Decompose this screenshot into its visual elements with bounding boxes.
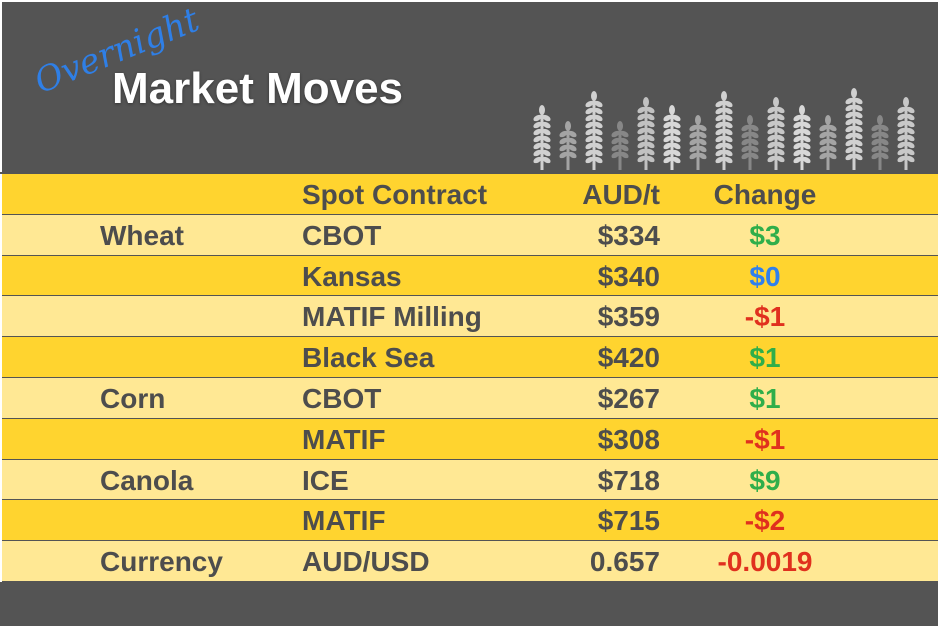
wheat-stalk-icon [663, 105, 681, 170]
table-row: Currency AUD/USD 0.657 -0.0019 [2, 541, 938, 581]
contract-cell: AUD/USD [302, 546, 430, 578]
price-cell: $334 [597, 219, 660, 251]
contract-cell: ICE [302, 464, 349, 496]
price-cell: $715 [597, 505, 660, 537]
change-cell: $3 [749, 219, 781, 251]
wheat-stalk-icon [845, 88, 863, 170]
price-cell: 0.657 [589, 546, 660, 578]
table-row: Wheat CBOT $334 $3 [2, 214, 938, 255]
wheat-stalk-icon [533, 105, 551, 170]
commodity-cell: Currency [100, 546, 223, 578]
price-cell: $359 [597, 301, 660, 333]
contract-cell: CBOT [302, 219, 382, 251]
contract-cell: MATIF Milling [302, 301, 482, 333]
wheat-stalk-icon [819, 115, 837, 170]
wheat-stalk-icon [611, 121, 629, 170]
change-cell: $0 [749, 260, 781, 292]
change-cell: -$1 [744, 423, 786, 455]
wheat-stalk-icon [585, 91, 603, 170]
table-row: MATIF Milling $359 -$1 [2, 296, 938, 337]
column-header-contract: Spot Contract [302, 179, 488, 210]
price-cell: $340 [597, 260, 660, 292]
wheat-stalk-icon [767, 97, 785, 170]
wheat-stalk-icon [689, 115, 707, 170]
price-cell: $718 [597, 464, 660, 496]
change-cell: $9 [749, 464, 781, 496]
table-header: Spot Contract AUD/t Change [2, 174, 938, 214]
contract-cell: Black Sea [302, 342, 435, 374]
contract-cell: MATIF [302, 423, 386, 455]
wheat-stalk-icon [637, 97, 655, 170]
table-row: Canola ICE $718 $9 [2, 459, 938, 500]
commodity-cell: Wheat [100, 219, 184, 251]
price-cell: $267 [597, 382, 660, 414]
table-row: Black Sea $420 $1 [2, 337, 938, 377]
wheat-stalks-icon [533, 88, 915, 170]
commodity-cell: Canola [100, 464, 194, 496]
page-title: Market Moves [112, 64, 404, 113]
change-cell: -$2 [744, 505, 786, 537]
wheat-stalk-icon [715, 91, 733, 170]
contract-cell: CBOT [302, 382, 382, 414]
change-cell: -0.0019 [717, 546, 813, 578]
wheat-stalk-icon [871, 115, 889, 170]
table-row: MATIF $715 -$2 [2, 500, 938, 541]
wheat-stalk-icon [741, 115, 759, 170]
table-row: Corn CBOT $267 $1 [2, 377, 938, 418]
change-cell: -$1 [744, 301, 786, 333]
market-table: Spot Contract AUD/t Change Wheat CBOT $334… [0, 174, 938, 582]
price-cell: $308 [597, 423, 660, 455]
table-row: MATIF $308 -$1 [2, 418, 938, 459]
contract-cell: Kansas [302, 260, 402, 292]
column-header-price: AUD/t [582, 179, 660, 210]
wheat-stalk-icon [793, 105, 811, 170]
price-cell: $420 [597, 342, 660, 374]
wheat-stalk-icon [559, 121, 577, 170]
wheat-stalk-icon [897, 97, 915, 170]
table-row: Kansas $340 $0 [2, 255, 938, 296]
change-cell: $1 [749, 382, 781, 414]
contract-cell: MATIF [302, 505, 386, 537]
column-header-change: Change [713, 179, 817, 210]
commodity-cell: Corn [100, 382, 166, 414]
header-banner: Market Moves Overnight [0, 0, 938, 172]
border [938, 0, 941, 626]
change-cell: $1 [749, 342, 781, 374]
